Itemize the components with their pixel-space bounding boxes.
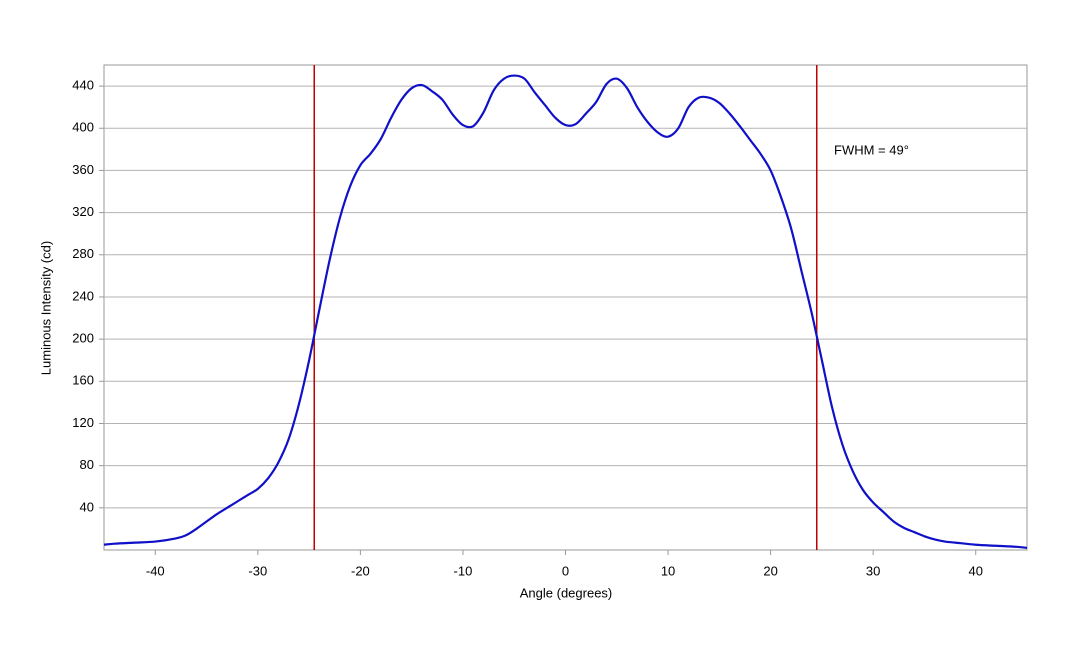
plot-area <box>103 64 1028 551</box>
y-tick-label: 240 <box>72 288 94 303</box>
data-line <box>103 74 1028 549</box>
y-tick-label: 440 <box>72 78 94 93</box>
y-tick-label: 400 <box>72 120 94 135</box>
y-axis-label: Luminous Intensity (cd) <box>38 241 53 375</box>
x-tick-label: -20 <box>351 563 370 578</box>
y-tick-label: 80 <box>80 457 94 472</box>
x-tick-label: 0 <box>562 563 569 578</box>
x-tick-label: 10 <box>661 563 675 578</box>
annotation: FWHM = 49° <box>834 142 909 157</box>
y-tick-label: 200 <box>72 331 94 346</box>
x-tick-label: -30 <box>248 563 267 578</box>
y-tick-label: 360 <box>72 162 94 177</box>
y-tick-label: 120 <box>72 415 94 430</box>
y-tick-label: 160 <box>72 373 94 388</box>
x-axis-label: Angle (degrees) <box>520 585 613 600</box>
x-tick-label: -10 <box>454 563 473 578</box>
y-tick-label: 40 <box>80 499 94 514</box>
y-tick-label: 280 <box>72 246 94 261</box>
x-tick-label: 40 <box>968 563 982 578</box>
y-tick-label: 320 <box>72 204 94 219</box>
x-tick-label: 20 <box>763 563 777 578</box>
x-tick-label: 30 <box>866 563 880 578</box>
x-tick-label: -40 <box>146 563 165 578</box>
